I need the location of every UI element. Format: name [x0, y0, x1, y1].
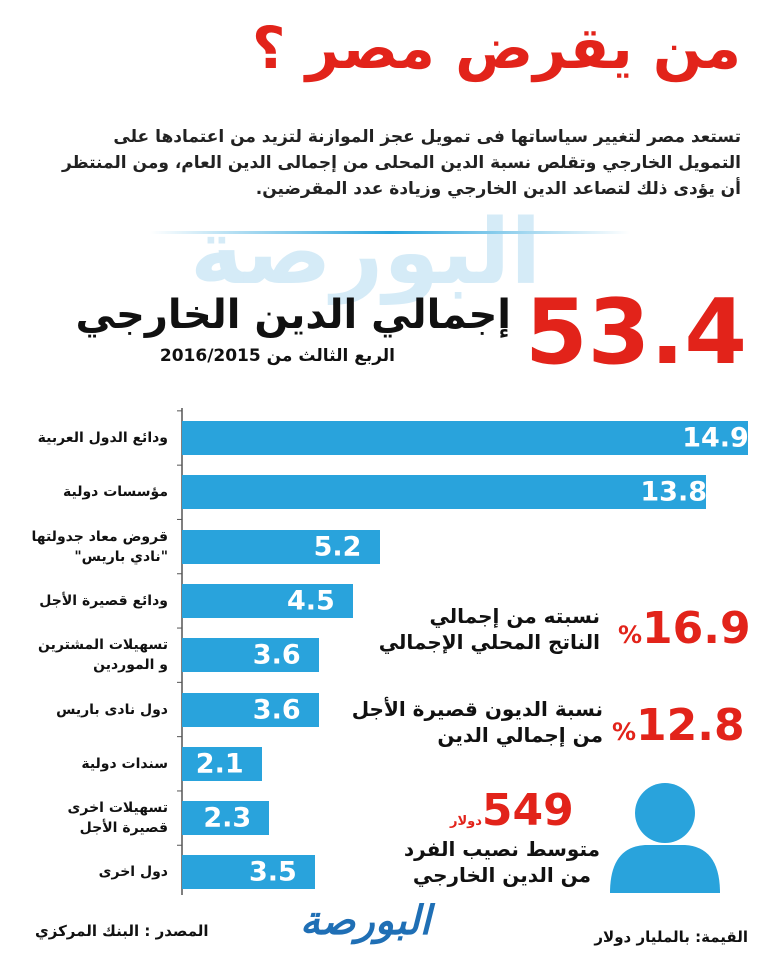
- bar: [182, 746, 262, 781]
- category-label: سندات دولية: [81, 755, 168, 772]
- stat-line: متوسط نصيب الفرد: [403, 837, 600, 861]
- stat-label: نسبة الديون قصيرة الأجل من إجمالي الدين: [352, 696, 603, 748]
- stat-value: 549 دولار: [450, 785, 574, 836]
- intro-line: التمويل الخارجي وتقلص نسبة الدين المحلى …: [61, 153, 741, 173]
- unit-note: القيمة: بالمليار دولار: [594, 928, 748, 946]
- intro-line: تستعد مصر لتغيير سياساتها فى تمويل عجز ا…: [113, 127, 741, 147]
- divider: [150, 231, 630, 234]
- stat-value: % 12.8: [612, 700, 745, 751]
- bar: [182, 583, 353, 618]
- value-label: 5.2: [313, 531, 362, 563]
- source: المصدر : البنك المركزي: [35, 922, 209, 940]
- bar: [182, 855, 315, 890]
- category-label: دول نادى باريس: [56, 701, 168, 718]
- value-label: 2.3: [203, 802, 252, 834]
- stat-line: الناتج المحلي الإجمالي: [378, 630, 600, 654]
- stat-line: نسبة الديون قصيرة الأجل: [351, 697, 603, 721]
- watermark: البورصة: [190, 200, 542, 305]
- total-period: الربع الثالث من 2016/2015: [159, 346, 395, 366]
- stat-label: متوسط نصيب الفرد من الدين الخارجي: [404, 836, 600, 888]
- stat-number: 549: [481, 785, 574, 836]
- stat-line: نسبته من إجمالي: [429, 604, 600, 628]
- logo: البورصة: [300, 898, 431, 944]
- value-label: 2.1: [195, 748, 244, 780]
- title: من يقرض مصر ؟: [251, 14, 741, 82]
- category-label: قروض معاد جدولتها "نادي باريس": [31, 528, 168, 565]
- total-value: 53.4: [525, 280, 748, 385]
- value-label: 4.5: [287, 585, 335, 617]
- bar: [182, 801, 270, 836]
- bar: [182, 475, 707, 510]
- intro-line: أن يؤدى ذلك لتصاعد الدين الخارجي وزيادة …: [255, 179, 741, 199]
- stat-line: من إجمالي الدين: [437, 723, 603, 747]
- stat-unit: دولار: [450, 814, 482, 829]
- stat-label: نسبته من إجمالي الناتج المحلي الإجمالي: [379, 603, 600, 655]
- category-label: دول اخرى: [98, 864, 168, 881]
- value-label: 3.6: [252, 694, 301, 725]
- category-label: ودائع الدول العربية: [37, 430, 168, 446]
- value-label: 3.6: [252, 639, 301, 671]
- total-label: إجمالي الدين الخارجي: [75, 292, 511, 338]
- person-icon: [610, 783, 720, 893]
- value-label: 13.8: [640, 476, 708, 508]
- category-label: تسهيلات اخرى قصيرة الأجل: [67, 800, 168, 837]
- bar: [182, 692, 319, 727]
- bar: [182, 421, 749, 455]
- category-label: ودائع قصيرة الأجل: [39, 592, 168, 609]
- stat-number: 16.9: [642, 603, 751, 654]
- stat-line: من الدين الخارجي: [412, 863, 592, 887]
- category-label: تسهيلات المشترين و الموردين: [38, 637, 168, 674]
- stat-number: 12.8: [636, 700, 745, 751]
- value-label: 3.5: [249, 856, 297, 888]
- stat-unit: %: [618, 621, 643, 649]
- value-label: 14.9: [682, 422, 749, 454]
- category-label: مؤسسات دولية: [62, 484, 168, 501]
- bar: [182, 529, 380, 564]
- stat-unit: %: [612, 718, 637, 746]
- intro: تستعد مصر لتغيير سياساتها فى تمويل عجز ا…: [62, 124, 741, 202]
- stat-value: % 16.9: [618, 603, 751, 654]
- bar: [182, 638, 319, 673]
